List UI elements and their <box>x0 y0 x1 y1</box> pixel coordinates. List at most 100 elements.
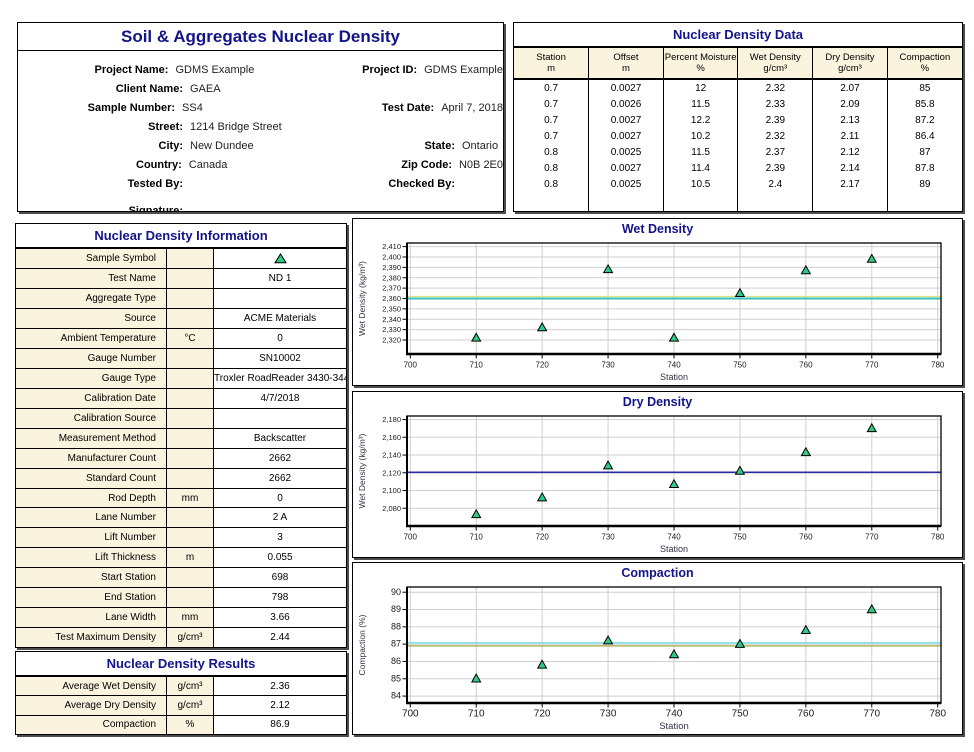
x-tick-label: 710 <box>470 361 484 370</box>
table-cell: 2.11 <box>812 128 888 144</box>
column-header: Compaction% <box>886 48 962 80</box>
y-tick-label: 2,350 <box>382 304 401 313</box>
table-row: Average Dry Density g/cm³ 2.12 <box>16 695 346 716</box>
row-unit: g/cm³ <box>166 695 214 716</box>
y-axis-label: Wet Density (kg/m³) <box>357 433 367 508</box>
x-tick-label: 720 <box>535 361 549 370</box>
table-cell: 10.5 <box>662 176 738 192</box>
table-cell: 0.0027 <box>588 112 664 128</box>
row-label: Test Maximum Density <box>16 627 167 647</box>
row-unit <box>166 447 214 469</box>
field-row: Client Name: GAEA <box>18 79 503 98</box>
row-unit <box>166 567 214 589</box>
table-row: 0.7 0.0026 11.5 2.33 2.09 85.8 <box>514 96 962 112</box>
row-value: 4/7/2018 <box>213 387 346 409</box>
row-label: Start Station <box>16 567 167 589</box>
field-value: 1214 Bridge Street <box>190 120 282 133</box>
data-point-marker <box>866 603 878 614</box>
row-value: Troxler RoadReader 3430-3440 <box>213 367 346 389</box>
column-name: Compaction <box>899 52 951 63</box>
row-label: End Station <box>16 587 167 609</box>
data-point-marker <box>470 508 482 519</box>
table-row: Average Wet Density g/cm³ 2.36 <box>16 677 346 697</box>
column-unit: m <box>547 63 556 74</box>
row-label: Average Dry Density <box>16 695 167 716</box>
table-cell: 85.8 <box>886 96 962 112</box>
x-tick-label: 750 <box>732 709 749 720</box>
row-unit: g/cm³ <box>166 677 214 697</box>
row-unit: % <box>166 714 214 734</box>
row-label: Lift Number <box>16 527 167 549</box>
x-axis-label: Station <box>659 721 689 732</box>
table-cell: 11.5 <box>662 144 738 160</box>
table-cell: 0.0027 <box>588 128 664 144</box>
field-value: New Dundee <box>190 139 254 152</box>
table-cell: 2.4 <box>737 176 813 192</box>
data-point-marker <box>536 491 548 502</box>
table-row: 0.8 0.0027 11.4 2.39 2.14 87.8 <box>514 160 962 176</box>
field-label: Client Name: <box>115 82 183 95</box>
y-tick-label: 86 <box>391 656 401 666</box>
row-value: 86.9 <box>213 714 346 734</box>
row-label: Lane Width <box>16 607 167 629</box>
x-tick-label: 700 <box>404 361 418 370</box>
table-cell: 0.0025 <box>588 176 664 192</box>
table-row: 0.8 0.0025 11.5 2.37 2.12 87 <box>514 144 962 160</box>
info-table-title: Nuclear Density Information <box>16 224 346 249</box>
row-label: Source <box>16 307 167 329</box>
x-axis-label: Station <box>660 544 688 554</box>
data-point-marker <box>800 624 812 634</box>
data-point-marker <box>734 287 746 298</box>
row-label: Sample Symbol <box>16 249 167 269</box>
table-cell: 0.7 <box>544 82 559 94</box>
y-tick-label: 87 <box>391 639 401 649</box>
field-label: Project ID: <box>362 63 418 76</box>
row-unit <box>166 387 214 409</box>
row-label: Lane Number <box>16 507 167 529</box>
row-label: Calibration Date <box>16 387 167 409</box>
table-cell: 85 <box>886 79 962 96</box>
nuclear-density-results-table: Average Wet Density g/cm³ 2.36 Average Dry … <box>16 677 346 734</box>
y-tick-label: 2,360 <box>382 294 401 303</box>
field-label: Signature: <box>128 204 183 212</box>
table-cell: 0.7 <box>544 130 559 142</box>
table-row: Aggregate Type <box>16 287 346 309</box>
table-cell: 86.4 <box>886 128 962 144</box>
table-row: Measurement Method Backscatter <box>16 427 346 449</box>
y-tick-label: 2,180 <box>382 415 401 424</box>
table-cell: 2.32 <box>737 128 813 144</box>
y-tick-label: 2,390 <box>382 263 401 272</box>
row-value: 2 A <box>213 507 346 529</box>
table-cell: 2.33 <box>737 96 813 112</box>
data-point-marker <box>734 638 746 648</box>
y-tick-label: 89 <box>391 604 401 614</box>
data-point-marker <box>800 264 812 275</box>
sample-symbol-triangle-icon <box>273 252 287 264</box>
field-value: SS4 <box>182 101 203 114</box>
chart-plot: 700 710 720 730 740 750 760 770 780 2,080 2,100 2,1… <box>357 415 945 554</box>
y-tick-label: 2,370 <box>382 284 401 293</box>
row-value: ACME Materials <box>213 307 346 329</box>
row-value <box>213 407 346 429</box>
row-unit <box>166 307 214 329</box>
column-unit: g/cm³ <box>838 63 862 74</box>
table-cell: 0.0027 <box>588 160 664 176</box>
row-value: ND 1 <box>213 267 346 289</box>
table-filler-row <box>514 192 962 211</box>
table-cell: 2.17 <box>812 176 888 192</box>
table-row: Lane Number 2 A <box>16 507 346 529</box>
table-row: Compaction% 86.9 <box>16 714 346 734</box>
row-label: Aggregate Type <box>16 287 167 309</box>
y-tick-label: 2,410 <box>382 242 401 251</box>
chart-title: Dry Density <box>622 395 693 409</box>
table-cell: 0.0025 <box>588 144 664 160</box>
row-value: 2.44 <box>213 627 346 647</box>
nuclear-density-results-panel: Nuclear Density Results Average Wet Dens… <box>15 651 347 735</box>
field-value: GDMS Example <box>424 63 503 76</box>
chart-title: Compaction <box>621 566 694 580</box>
field-row: Project Name: GDMS Example Project ID: GDMS… <box>18 60 503 79</box>
table-cell: 11.5 <box>662 96 738 112</box>
x-tick-label: 700 <box>404 533 418 542</box>
data-point-marker <box>668 332 680 342</box>
row-unit <box>166 427 214 449</box>
